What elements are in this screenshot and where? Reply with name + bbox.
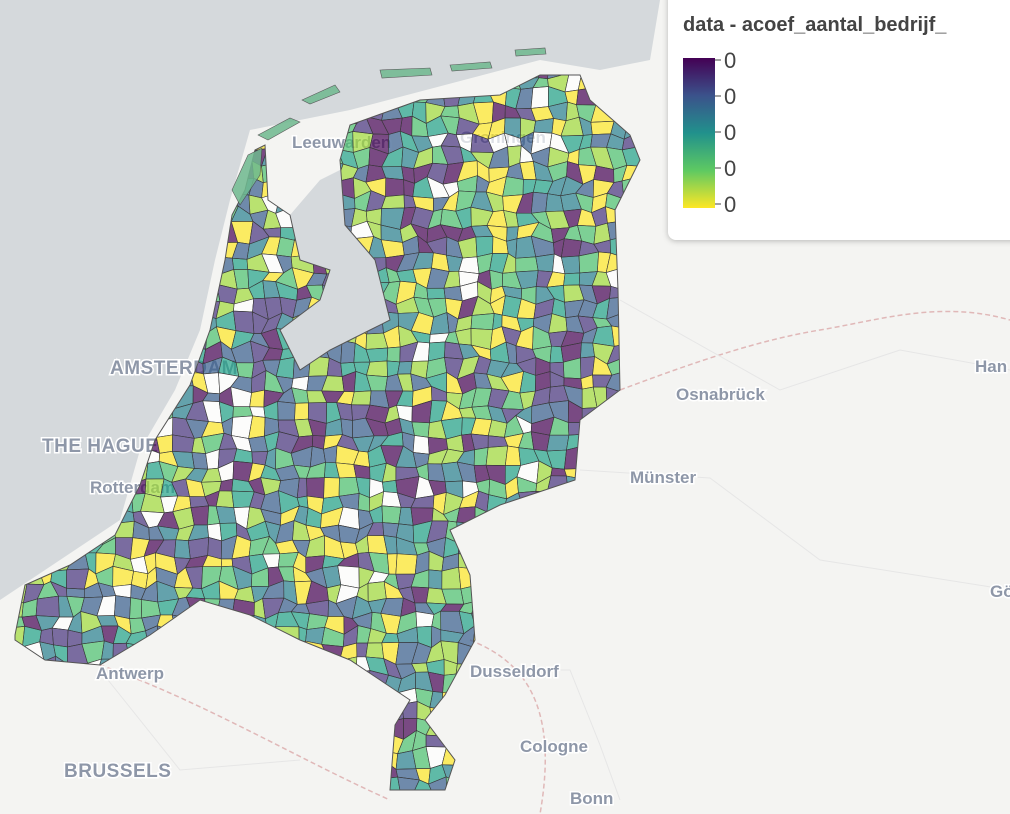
region (530, 86, 549, 109)
region (546, 434, 570, 452)
city-label: Osnabrück (676, 385, 765, 404)
city-label: Bonn (570, 789, 613, 808)
region (215, 505, 237, 524)
region (382, 480, 398, 494)
legend-tick-label: 0 (724, 84, 736, 109)
region (533, 118, 554, 134)
region (426, 287, 446, 300)
city-label: Dusseldorf (470, 662, 559, 681)
region (187, 537, 209, 559)
legend-tick-label: 0 (724, 48, 736, 73)
region (335, 462, 357, 479)
region (114, 595, 131, 620)
region (530, 431, 550, 452)
region (397, 361, 413, 375)
city-label: BRUSSELS (64, 761, 171, 782)
region (590, 120, 615, 135)
region (190, 505, 210, 526)
borders (99, 310, 1010, 814)
region (323, 477, 340, 499)
region (156, 434, 173, 454)
region (428, 569, 443, 590)
region (580, 342, 595, 359)
legend-tick-label: 0 (724, 192, 736, 217)
region (235, 362, 255, 379)
region (395, 553, 418, 575)
region (411, 421, 430, 438)
region (502, 176, 524, 197)
region (277, 401, 296, 421)
region (415, 611, 435, 628)
city-label: Münster (630, 468, 697, 487)
region (35, 595, 60, 618)
region (353, 464, 371, 480)
city-label: Antwerp (96, 664, 164, 683)
region (441, 566, 462, 590)
legend: data - acoef_aantal_bedrijf_ 0 0 0 0 0 (668, 0, 1010, 240)
region (338, 476, 360, 497)
region (231, 257, 249, 270)
region (428, 776, 448, 790)
region (470, 313, 495, 331)
region (412, 779, 435, 790)
region (535, 253, 555, 273)
region (367, 581, 387, 603)
region (397, 776, 420, 790)
city-label: Han (975, 357, 1007, 376)
region (560, 238, 582, 258)
legend-tick-label: 0 (724, 156, 736, 181)
region (215, 490, 235, 509)
islands (231, 47, 547, 206)
region (366, 360, 388, 378)
region (51, 627, 69, 648)
roads (99, 299, 1010, 801)
sea (0, 0, 660, 600)
region (249, 389, 265, 408)
region (487, 419, 508, 438)
legend-title: data - acoef_aantal_bedrijf_ (683, 14, 947, 36)
region (294, 402, 309, 421)
region (351, 390, 372, 406)
region (412, 435, 430, 455)
region (232, 406, 254, 418)
lake (280, 170, 390, 370)
region (385, 177, 405, 197)
region (129, 597, 143, 619)
city-label: THE HAGUE (42, 436, 158, 457)
region (563, 272, 581, 286)
region (473, 447, 489, 466)
region (381, 505, 402, 525)
legend-box (668, 0, 1010, 240)
legend-tick-label: 0 (724, 120, 736, 145)
region (578, 251, 599, 274)
region (191, 452, 209, 470)
region (220, 558, 234, 567)
region (365, 642, 384, 659)
city-label: Cologne (520, 737, 588, 756)
region (515, 256, 539, 273)
region (174, 539, 191, 559)
region (560, 255, 581, 275)
region (485, 445, 509, 466)
region (365, 347, 389, 363)
region (530, 191, 548, 214)
region (382, 522, 400, 538)
region (386, 346, 401, 363)
region (306, 477, 325, 499)
colorbar (683, 58, 715, 208)
region (233, 310, 255, 334)
region (504, 445, 521, 466)
region (387, 553, 398, 575)
city-label: Gö (990, 582, 1010, 601)
